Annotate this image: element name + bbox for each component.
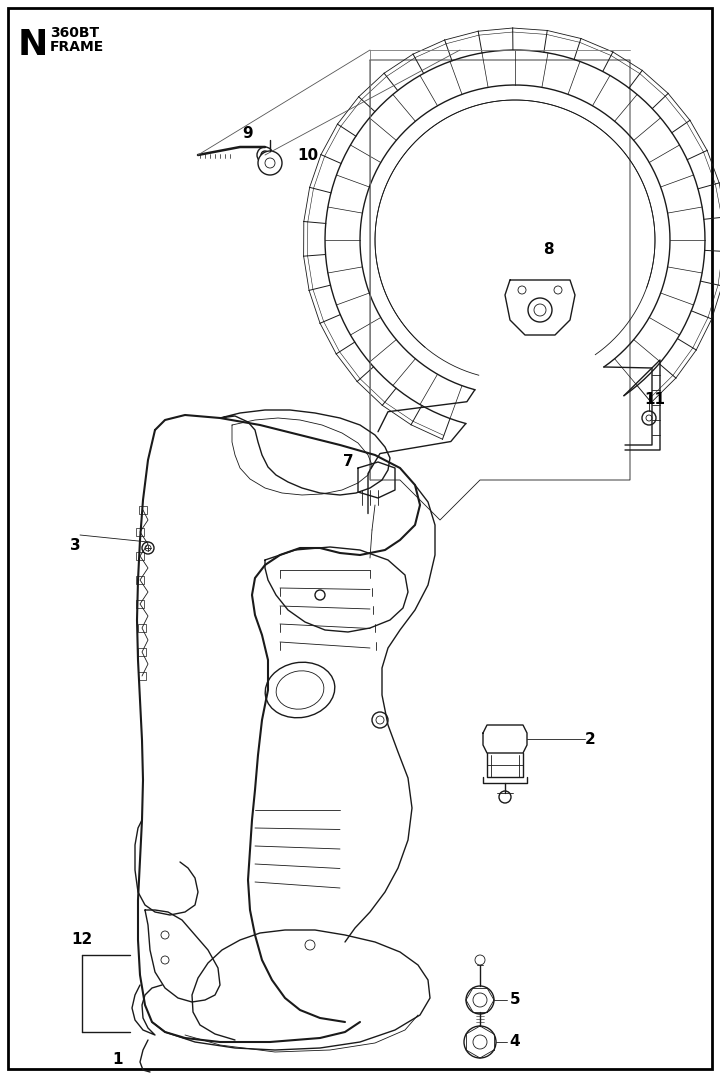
- Text: 11: 11: [644, 392, 665, 407]
- Text: 1: 1: [113, 1052, 123, 1067]
- FancyBboxPatch shape: [136, 553, 144, 560]
- Circle shape: [258, 151, 282, 174]
- FancyBboxPatch shape: [136, 600, 144, 609]
- Circle shape: [261, 151, 269, 159]
- Text: 4: 4: [510, 1035, 521, 1049]
- FancyBboxPatch shape: [138, 648, 146, 656]
- Text: 9: 9: [243, 126, 253, 140]
- Text: 360BT: 360BT: [50, 26, 99, 40]
- FancyBboxPatch shape: [136, 576, 144, 584]
- FancyBboxPatch shape: [136, 528, 144, 536]
- Text: 7: 7: [343, 454, 354, 470]
- Text: 3: 3: [70, 537, 81, 553]
- Text: 8: 8: [543, 242, 553, 257]
- Text: N: N: [18, 28, 48, 62]
- FancyBboxPatch shape: [138, 672, 146, 680]
- Text: 2: 2: [585, 732, 595, 747]
- Circle shape: [464, 1026, 496, 1058]
- Text: 12: 12: [71, 933, 93, 948]
- FancyBboxPatch shape: [138, 624, 146, 632]
- Circle shape: [466, 987, 494, 1015]
- Text: 10: 10: [297, 148, 318, 163]
- Text: 5: 5: [510, 993, 521, 1007]
- FancyBboxPatch shape: [139, 506, 147, 514]
- Text: FRAME: FRAME: [50, 40, 104, 54]
